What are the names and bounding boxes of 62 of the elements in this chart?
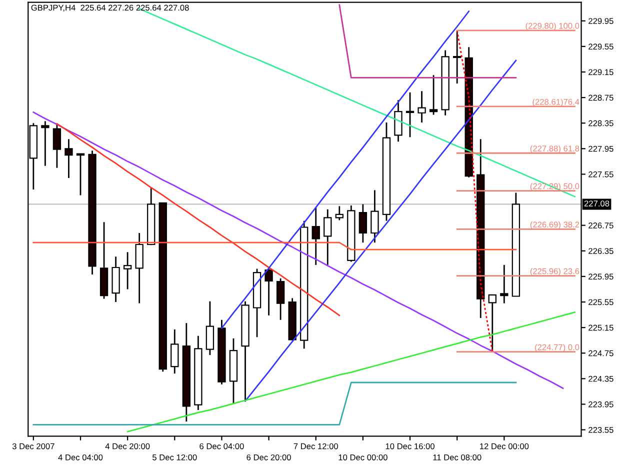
x-tick-label: 10 Dec 16:00 bbox=[386, 443, 434, 450]
x-tick-label: 7 Dec 12:00 bbox=[294, 443, 338, 450]
x-tick-label: 6 Dec 04:00 bbox=[200, 443, 244, 450]
candlestick bbox=[358, 204, 368, 244]
y-tick-label: 225.15 bbox=[588, 324, 614, 331]
candlestick bbox=[394, 99, 402, 142]
y-tick-label: 229.15 bbox=[588, 69, 614, 76]
line-series bbox=[221, 10, 470, 329]
y-tick-label: 229.95 bbox=[588, 18, 614, 24]
ref-line-label: 227.08 bbox=[584, 200, 610, 206]
candlestick bbox=[453, 30, 462, 84]
y-tick-label: 229.55 bbox=[588, 44, 614, 50]
series-label: (227.88) 61.8 bbox=[530, 145, 580, 154]
series-label: (225.96) 23.6 bbox=[530, 268, 580, 276]
y-tick-label: 223.95 bbox=[588, 401, 614, 408]
y-tick-label: 228.35 bbox=[588, 120, 614, 126]
candlestick bbox=[135, 232, 144, 304]
candlestick bbox=[264, 267, 273, 316]
candlestick bbox=[276, 278, 285, 321]
line-series bbox=[32, 112, 564, 389]
y-tick-label: 225.55 bbox=[588, 299, 614, 306]
candlestick bbox=[429, 74, 438, 116]
x-tick-label: 11 Dec 08:00 bbox=[433, 454, 482, 460]
y-tick-label: 224.75 bbox=[588, 350, 614, 356]
y-tick-label: 224.35 bbox=[588, 376, 614, 382]
candlestick bbox=[123, 251, 132, 290]
candlestick bbox=[324, 208, 332, 266]
candlestick bbox=[41, 120, 50, 167]
line-series bbox=[456, 30, 494, 353]
series-label: (229.80) 100.0 bbox=[526, 22, 580, 30]
candlestick bbox=[76, 153, 85, 196]
candlestick bbox=[206, 300, 214, 356]
candlestick bbox=[406, 92, 414, 138]
candlestick bbox=[500, 264, 508, 304]
candlestick bbox=[312, 206, 320, 266]
x-tick-label: 3 Dec 2007 bbox=[12, 443, 54, 450]
y-tick-label: 228.75 bbox=[588, 94, 614, 101]
y-tick-label: 226.75 bbox=[588, 222, 614, 228]
candlestick bbox=[335, 205, 344, 221]
y-tick-label: 227.55 bbox=[588, 171, 614, 178]
line-series bbox=[56, 123, 340, 316]
x-tick-label: 6 Dec 20:00 bbox=[246, 454, 291, 460]
y-tick-label: 223.55 bbox=[588, 426, 614, 433]
chart-title: GBPJPY,H4 225.64 227.26 225.64 227.08 bbox=[31, 4, 189, 12]
series-label: (224.77) 0.0 bbox=[535, 344, 580, 352]
y-tick-label: 225.95 bbox=[588, 274, 614, 280]
y-tick-label: 226.35 bbox=[588, 248, 614, 254]
candlestick bbox=[52, 123, 62, 169]
x-tick-label: 4 Dec 04:00 bbox=[58, 454, 103, 460]
series-label: (228.61)76.4 bbox=[532, 98, 580, 106]
candlestick bbox=[170, 328, 179, 374]
candlestick bbox=[418, 90, 426, 124]
line-series bbox=[244, 60, 517, 402]
x-tick-label: 10 Dec 00:00 bbox=[338, 454, 388, 460]
x-tick-label: 5 Dec 12:00 bbox=[152, 454, 197, 460]
candlestick bbox=[488, 294, 496, 353]
candlestick bbox=[370, 189, 379, 244]
x-tick-label: 12 Dec 00:00 bbox=[480, 443, 529, 450]
candlestick bbox=[64, 138, 73, 179]
series-label: (226.69) 38.2 bbox=[530, 221, 580, 230]
x-tick-label: 4 Dec 20:00 bbox=[105, 443, 150, 450]
y-tick-label: 227.95 bbox=[588, 146, 614, 152]
